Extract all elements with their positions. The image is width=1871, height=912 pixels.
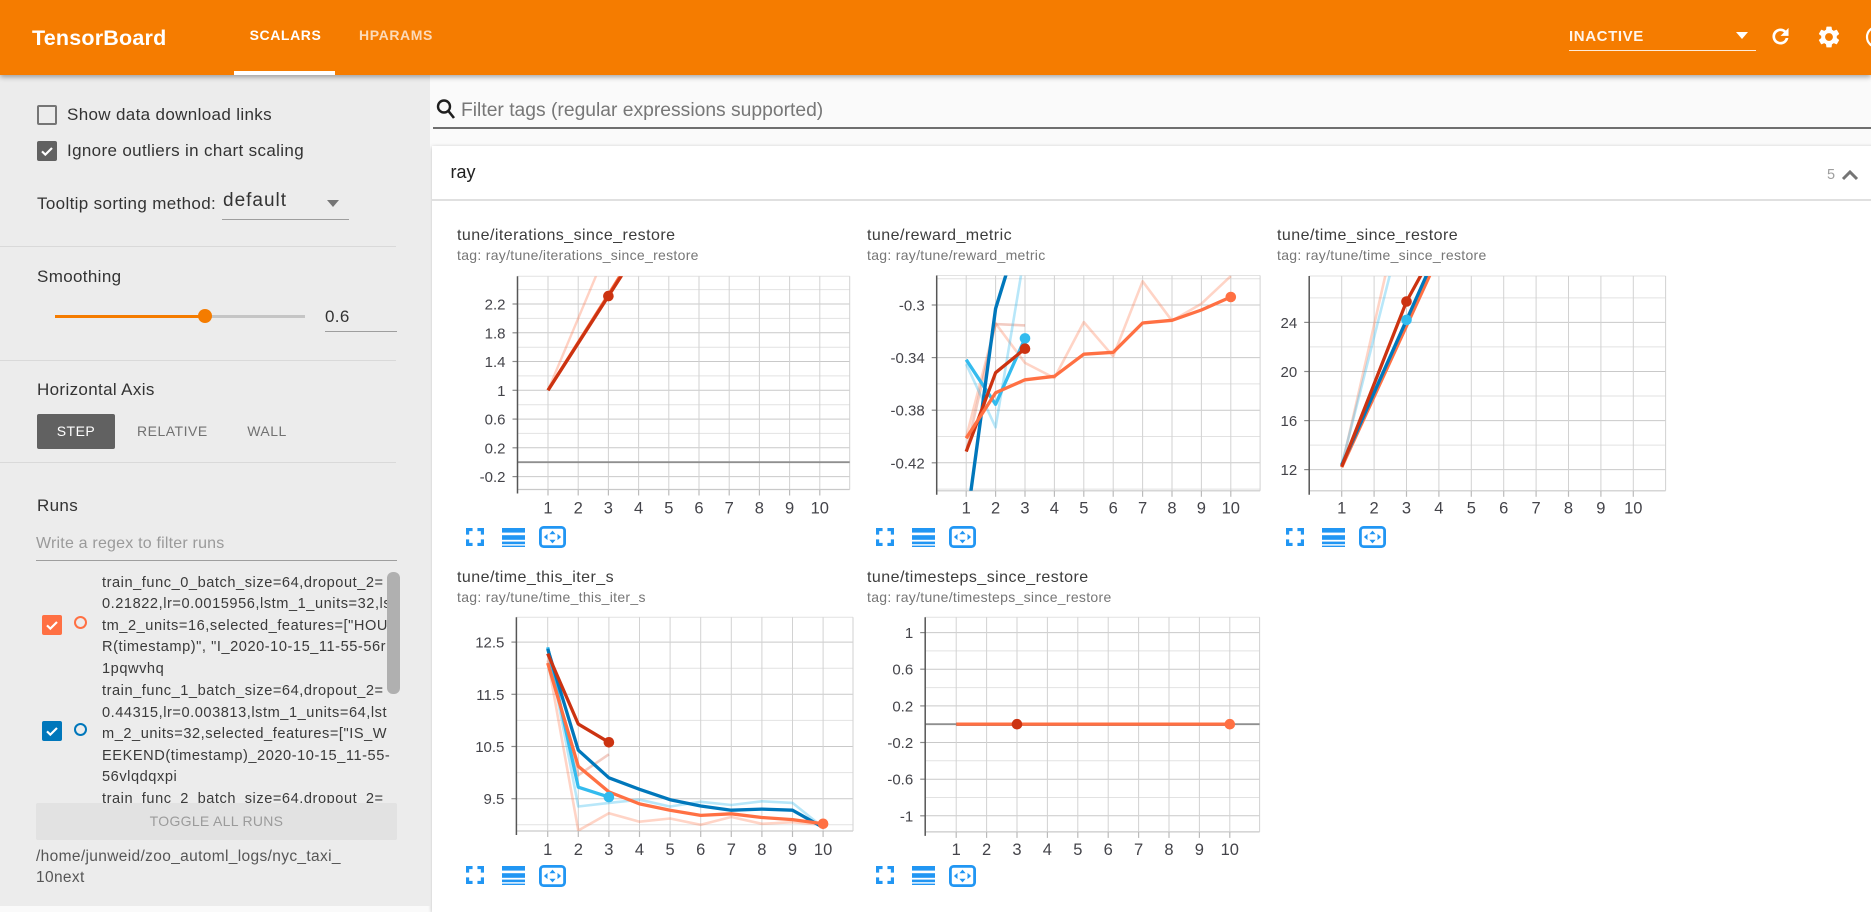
svg-text:1: 1 bbox=[1337, 500, 1346, 518]
svg-text:-0.2: -0.2 bbox=[887, 735, 913, 752]
svg-text:5: 5 bbox=[1467, 500, 1476, 518]
svg-text:6: 6 bbox=[1109, 500, 1118, 518]
svg-text:1: 1 bbox=[543, 500, 552, 518]
svg-text:6: 6 bbox=[1104, 841, 1113, 859]
svg-text:1: 1 bbox=[497, 383, 505, 400]
svg-text:5: 5 bbox=[664, 500, 673, 518]
svg-text:9: 9 bbox=[1195, 841, 1204, 859]
svg-text:0.2: 0.2 bbox=[892, 698, 913, 715]
svg-text:4: 4 bbox=[635, 841, 644, 859]
svg-text:8: 8 bbox=[1164, 841, 1173, 859]
svg-text:9.5: 9.5 bbox=[484, 791, 505, 808]
svg-text:-0.34: -0.34 bbox=[890, 350, 924, 367]
svg-text:10: 10 bbox=[1221, 841, 1239, 859]
svg-text:2: 2 bbox=[991, 500, 1000, 518]
svg-text:4: 4 bbox=[634, 500, 643, 518]
svg-text:-0.38: -0.38 bbox=[890, 403, 924, 420]
svg-text:4: 4 bbox=[1043, 841, 1052, 859]
svg-text:1.8: 1.8 bbox=[485, 325, 506, 342]
svg-text:2: 2 bbox=[574, 841, 583, 859]
svg-text:10: 10 bbox=[811, 500, 829, 518]
svg-text:1: 1 bbox=[962, 500, 971, 518]
svg-text:11.5: 11.5 bbox=[476, 687, 504, 704]
svg-text:10.5: 10.5 bbox=[475, 739, 504, 756]
svg-text:-0.3: -0.3 bbox=[899, 298, 925, 315]
svg-text:8: 8 bbox=[755, 500, 764, 518]
svg-text:9: 9 bbox=[785, 500, 794, 518]
svg-text:3: 3 bbox=[604, 841, 613, 859]
svg-text:9: 9 bbox=[1197, 500, 1206, 518]
svg-text:6: 6 bbox=[696, 841, 705, 859]
svg-text:7: 7 bbox=[1138, 500, 1147, 518]
svg-text:12: 12 bbox=[1281, 462, 1298, 479]
svg-text:9: 9 bbox=[1596, 500, 1605, 518]
svg-text:2: 2 bbox=[574, 500, 583, 518]
svg-text:7: 7 bbox=[1134, 841, 1143, 859]
svg-text:8: 8 bbox=[757, 841, 766, 859]
svg-text:10: 10 bbox=[1222, 500, 1240, 518]
svg-text:0.6: 0.6 bbox=[892, 662, 913, 679]
svg-text:9: 9 bbox=[788, 841, 797, 859]
svg-text:2: 2 bbox=[1370, 500, 1379, 518]
svg-text:1.4: 1.4 bbox=[485, 354, 506, 371]
svg-text:-0.42: -0.42 bbox=[890, 455, 924, 472]
svg-text:-0.6: -0.6 bbox=[887, 772, 913, 789]
svg-text:3: 3 bbox=[1012, 841, 1021, 859]
svg-text:6: 6 bbox=[1499, 500, 1508, 518]
svg-text:5: 5 bbox=[666, 841, 675, 859]
svg-text:7: 7 bbox=[1532, 500, 1541, 518]
svg-text:12.5: 12.5 bbox=[475, 635, 504, 652]
svg-text:3: 3 bbox=[1020, 500, 1029, 518]
svg-text:10: 10 bbox=[1624, 500, 1642, 518]
svg-text:1: 1 bbox=[905, 625, 913, 642]
svg-text:4: 4 bbox=[1434, 500, 1443, 518]
svg-text:-1: -1 bbox=[900, 808, 913, 825]
svg-text:16: 16 bbox=[1281, 413, 1298, 430]
svg-text:7: 7 bbox=[725, 500, 734, 518]
svg-text:4: 4 bbox=[1050, 500, 1059, 518]
svg-text:8: 8 bbox=[1167, 500, 1176, 518]
svg-text:2.2: 2.2 bbox=[485, 297, 506, 314]
svg-text:8: 8 bbox=[1564, 500, 1573, 518]
svg-text:7: 7 bbox=[727, 841, 736, 859]
svg-text:0.6: 0.6 bbox=[485, 412, 506, 429]
svg-text:-0.2: -0.2 bbox=[480, 469, 506, 486]
svg-text:5: 5 bbox=[1079, 500, 1088, 518]
svg-text:3: 3 bbox=[604, 500, 613, 518]
svg-text:3: 3 bbox=[1402, 500, 1411, 518]
svg-text:20: 20 bbox=[1281, 364, 1298, 381]
svg-text:1: 1 bbox=[952, 841, 961, 859]
svg-text:1: 1 bbox=[543, 841, 552, 859]
svg-text:6: 6 bbox=[694, 500, 703, 518]
svg-text:0.2: 0.2 bbox=[485, 440, 506, 457]
svg-text:5: 5 bbox=[1073, 841, 1082, 859]
svg-text:2: 2 bbox=[982, 841, 991, 859]
svg-text:24: 24 bbox=[1281, 315, 1298, 332]
svg-text:10: 10 bbox=[814, 841, 832, 859]
